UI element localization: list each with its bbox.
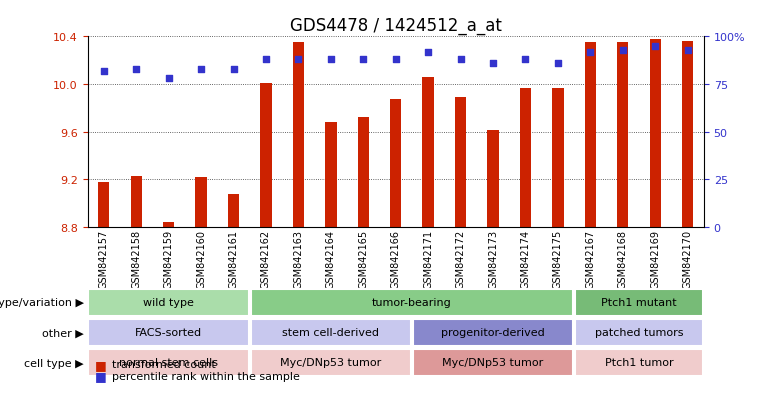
Point [520,57,532,63]
Bar [358,118,369,228]
Bar [520,88,531,228]
Bar [650,40,661,228]
Point [649,43,661,50]
Point [292,57,304,63]
Text: Ptch1 tumor: Ptch1 tumor [605,357,673,367]
Bar [413,319,573,346]
Bar [617,43,629,228]
Bar [88,349,249,376]
Point [260,57,272,63]
Text: cell type ▶: cell type ▶ [24,358,84,368]
Bar [88,319,249,346]
Point [195,66,207,73]
Text: stem cell-derived: stem cell-derived [282,327,379,337]
Title: GDS4478 / 1424512_a_at: GDS4478 / 1424512_a_at [290,17,501,35]
Text: other ▶: other ▶ [42,328,84,338]
Text: Ptch1 mutant: Ptch1 mutant [601,297,677,307]
Point [487,61,499,67]
Bar [98,183,110,228]
Text: transformed count: transformed count [112,359,215,369]
Bar [130,176,142,228]
Bar [228,194,239,228]
Point [357,57,369,63]
Bar [413,349,573,376]
Point [422,49,435,56]
Text: ■: ■ [95,369,107,382]
Bar [575,349,703,376]
Bar [422,78,434,228]
Bar [325,123,336,228]
Bar [250,289,573,316]
Text: Myc/DNp53 tumor: Myc/DNp53 tumor [280,357,381,367]
Bar [584,43,596,228]
Bar [196,178,207,228]
Point [584,49,597,56]
Point [325,57,337,63]
Text: wild type: wild type [143,297,194,307]
Text: percentile rank within the sample: percentile rank within the sample [112,371,300,381]
Bar [88,289,249,316]
Bar [487,131,498,228]
Bar [575,289,703,316]
Text: FACS-sorted: FACS-sorted [135,327,202,337]
Bar [163,223,174,228]
Point [616,47,629,54]
Bar [682,42,693,228]
Bar [552,88,564,228]
Point [454,57,466,63]
Bar [250,349,411,376]
Point [390,57,402,63]
Bar [390,100,401,228]
Bar [455,98,466,228]
Text: Myc/DNp53 tumor: Myc/DNp53 tumor [442,357,543,367]
Bar [250,319,411,346]
Bar [575,319,703,346]
Text: tumor-bearing: tumor-bearing [372,297,452,307]
Text: normal stem cells: normal stem cells [119,357,218,367]
Point [552,61,564,67]
Bar [293,43,304,228]
Text: patched tumors: patched tumors [595,327,683,337]
Point [130,66,142,73]
Bar [260,83,272,228]
Text: ■: ■ [95,358,107,371]
Point [682,47,694,54]
Point [163,76,175,82]
Text: progenitor-derived: progenitor-derived [441,327,545,337]
Point [228,66,240,73]
Text: genotype/variation ▶: genotype/variation ▶ [0,297,84,308]
Point [97,68,110,75]
